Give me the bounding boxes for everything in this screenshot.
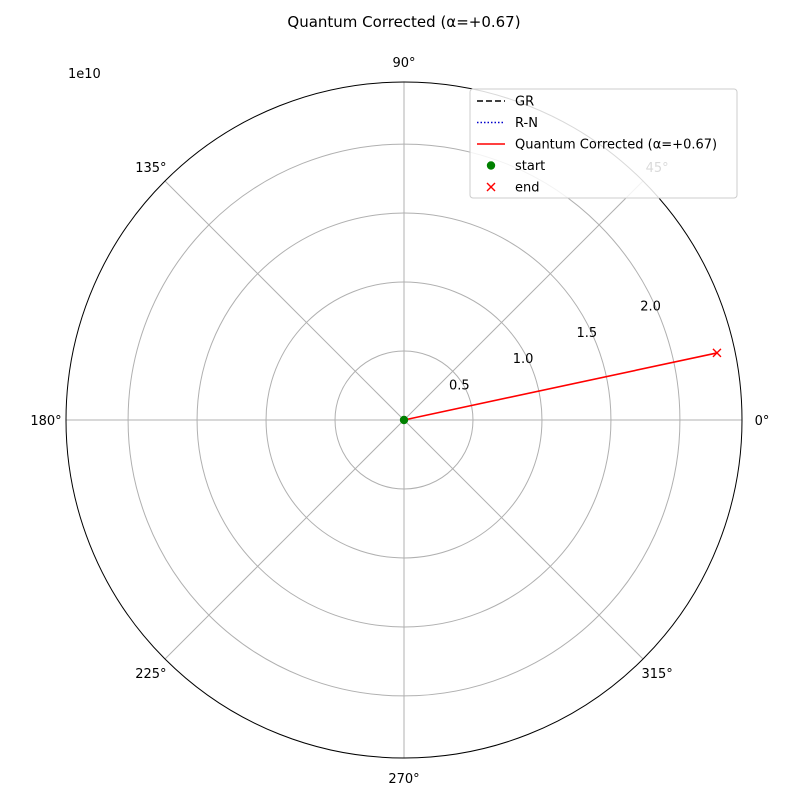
chart-title: Quantum Corrected (α=+0.67): [287, 13, 520, 31]
offset-label: 1e10: [68, 67, 101, 82]
legend-label: R-N: [515, 116, 538, 131]
r-tick-label: 2.0: [640, 299, 661, 314]
theta-gridline-225: [164, 419, 405, 660]
theta-tick-label: 90°: [392, 56, 415, 71]
legend-label: start: [515, 159, 545, 174]
legend-label: Quantum Corrected (α=+0.67): [515, 138, 717, 153]
polar-frame: [65, 81, 743, 759]
grid: [65, 81, 743, 759]
theta-gridline-315: [403, 419, 644, 660]
start-marker: [399, 415, 409, 425]
r-gridline: [265, 281, 543, 559]
legend-box: [469, 88, 738, 199]
legend-label: GR: [515, 95, 534, 110]
series-line-2: [403, 352, 718, 421]
tick-labels: 0°45°90°135°180°225°270°315°0.51.01.52.0: [30, 56, 769, 787]
r-gridline: [196, 212, 612, 628]
theta-tick-label: 135°: [135, 161, 166, 176]
r-gridline: [334, 350, 474, 490]
theta-tick-label: 270°: [388, 772, 419, 787]
legend-label: end: [515, 181, 540, 196]
r-tick-label: 1.0: [513, 352, 534, 367]
legend: GR R-N Quantum Corrected (α=+0.67) start end: [469, 88, 738, 199]
theta-tick-label: 315°: [641, 667, 672, 682]
end-marker: [712, 348, 722, 358]
theta-tick-label: 225°: [135, 667, 166, 682]
theta-gridline-135: [164, 180, 405, 421]
theta-tick-label: 0°: [755, 414, 770, 429]
legend-swatch-start: [486, 161, 496, 170]
theta-tick-label: 180°: [30, 414, 61, 429]
theta-gridline-45: [403, 180, 644, 421]
r-gridline: [127, 143, 681, 697]
r-tick-label: 1.5: [576, 326, 597, 341]
series-layer: [399, 348, 722, 425]
r-tick-label: 0.5: [449, 379, 470, 394]
legend-swatch-end: [486, 182, 496, 192]
